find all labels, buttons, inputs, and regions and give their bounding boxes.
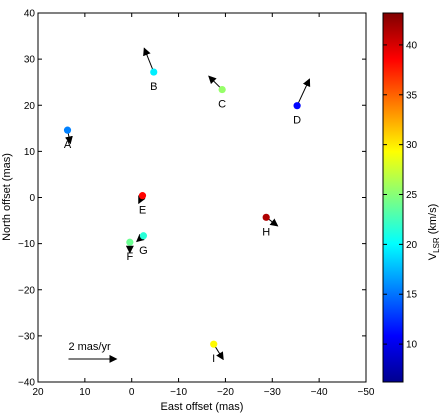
colorbar-tick-label: 35 — [406, 90, 418, 101]
colorbar-tick-label: 40 — [406, 40, 418, 51]
colorbar-tick-label: 25 — [406, 190, 418, 201]
colorbar-tick-label: 15 — [406, 290, 418, 301]
y-tick-label: 10 — [24, 147, 36, 158]
point-label-h: H — [262, 226, 270, 238]
y-tick-label: 30 — [24, 55, 36, 66]
maser-spot-g — [139, 232, 148, 240]
y-tick-label: −20 — [18, 285, 35, 296]
y-tick-label: −40 — [18, 378, 35, 389]
maser-spot-f — [126, 238, 134, 246]
x-tick-label: −30 — [264, 387, 281, 398]
x-tick-label: 10 — [79, 387, 91, 398]
x-tick-label: −40 — [311, 387, 328, 398]
x-tick-label: −10 — [170, 387, 187, 398]
colorbar-tick-label: 10 — [406, 340, 418, 351]
y-tick-label: 0 — [29, 193, 35, 204]
proper-motion-arrow-b — [143, 47, 155, 73]
maser-spot-e — [138, 192, 147, 200]
point-label-d: D — [293, 115, 301, 127]
y-axis-label: North offset (mas) — [1, 153, 13, 241]
point-label-e: E — [139, 205, 146, 217]
colorbar-label: VLSR (km/s) — [427, 204, 441, 261]
colorbar-ticks: 10 15 20 25 30 35 40 — [383, 40, 418, 351]
x-tick-label: 20 — [32, 387, 44, 398]
colorbar-tick-label: 20 — [406, 240, 418, 251]
y-tick-label: −10 — [18, 239, 35, 250]
x-tick-label: −20 — [217, 387, 234, 398]
colorbar: 10 15 20 25 30 35 40 VLSR (km/s) — [382, 12, 441, 383]
maser-spot-c — [218, 85, 226, 94]
maser-spot-b — [150, 68, 158, 76]
plot-area — [37, 12, 367, 383]
colorbar-label-unit: (km/s) — [427, 204, 439, 238]
point-label-g: G — [139, 245, 148, 257]
colorbar-label-main: V — [427, 252, 439, 260]
point-label-i: I — [212, 353, 215, 365]
maser-spot-h — [262, 213, 270, 221]
maser-spot-i — [210, 340, 218, 348]
colorbar-gradient — [382, 12, 404, 383]
x-tick-label: −50 — [358, 387, 375, 398]
point-label-c: C — [218, 99, 226, 111]
maser-spot-d — [293, 102, 301, 110]
plot-frame — [37, 12, 367, 383]
scale-arrow-label: 2 mas/yr — [68, 341, 111, 353]
axis-ticks: 20 10 0 −10 −20 −30 −40 −50 −40 −30 −20 −10 0 10 20 30 4… — [18, 9, 375, 399]
maser-spot-a — [63, 126, 72, 134]
y-tick-label: 40 — [24, 9, 36, 20]
point-label-b: B — [150, 81, 157, 93]
point-label-f: F — [126, 251, 133, 263]
proper-motion-arrow-d — [296, 78, 311, 106]
colorbar-label-sub: LSR — [432, 237, 441, 253]
colorbar-tick-label: 30 — [406, 140, 418, 151]
y-tick-label: −30 — [18, 331, 35, 342]
x-tick-label: 0 — [129, 387, 135, 398]
x-axis-label: East offset (mas) — [161, 401, 244, 413]
y-tick-label: 20 — [24, 101, 36, 112]
point-label-a: A — [64, 139, 72, 151]
data-points: A B C D E FG H I 2 mas/yr — [63, 47, 311, 365]
